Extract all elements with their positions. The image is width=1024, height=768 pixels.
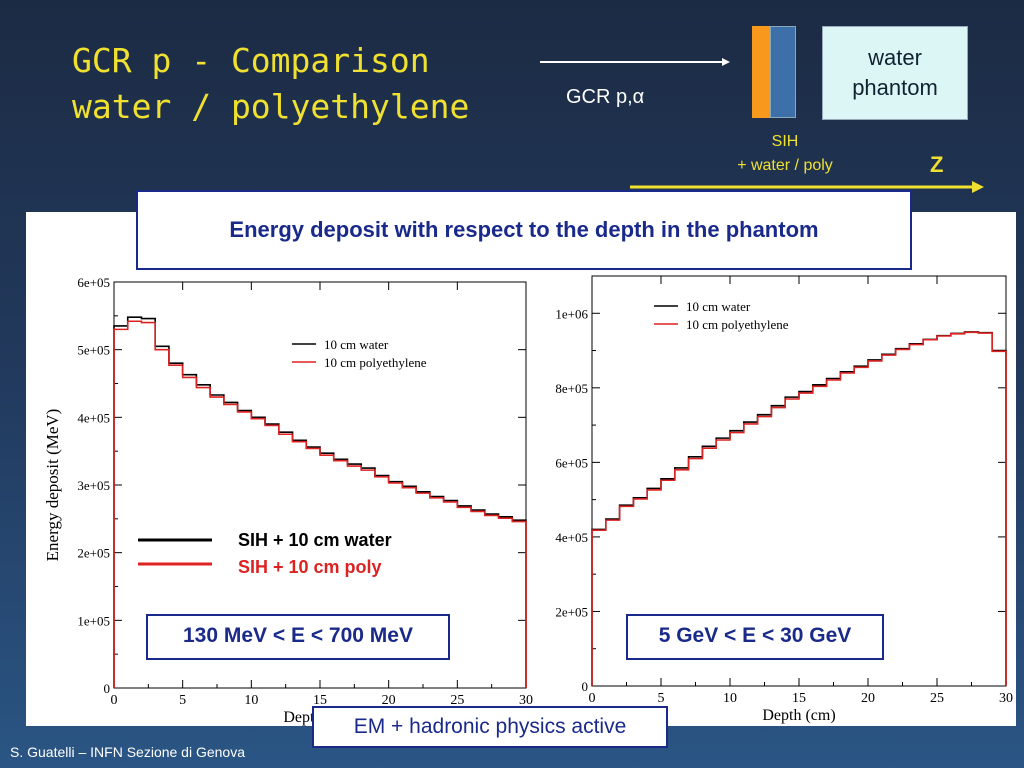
- z-arrow-icon: [630, 181, 984, 193]
- y-tick-label: 8e+05: [555, 381, 588, 396]
- y-axis-label: Energy deposit (MeV): [43, 409, 62, 562]
- x-tick-label: 15: [792, 691, 806, 706]
- physics-note: EM + hadronic physics active: [312, 706, 668, 748]
- beam-label: GCR p,α: [566, 86, 645, 108]
- y-tick-label: 5e+05: [77, 343, 110, 358]
- legend-label: 10 cm polyethylene: [324, 355, 427, 370]
- series-line-poly: [591, 331, 1007, 686]
- x-tick-label: 30: [999, 691, 1013, 706]
- y-tick-label: 4e+05: [77, 410, 110, 425]
- sih-label-line1: SIH: [771, 133, 799, 150]
- water-phantom-line2: phantom: [852, 75, 938, 100]
- water-phantom-line1: water: [868, 45, 922, 70]
- legend-label: 10 cm water: [324, 337, 389, 352]
- y-tick-label: 4e+05: [555, 530, 588, 545]
- slide-title-line2: water / polyethylene: [72, 87, 470, 126]
- y-tick-label: 6e+05: [555, 455, 588, 470]
- beam-arrow-icon: [540, 58, 730, 66]
- z-axis-label: Z: [930, 152, 944, 177]
- y-tick-label: 0: [582, 679, 589, 694]
- sih-layer-orange: [752, 26, 770, 118]
- x-tick-label: 25: [930, 691, 944, 706]
- x-tick-label: 15: [313, 693, 327, 708]
- x-tick-label: 25: [450, 693, 464, 708]
- y-tick-label: 1e+05: [77, 613, 110, 628]
- banner: Energy deposit with respect to the depth…: [136, 190, 912, 270]
- x-axis-label: Depth (cm): [762, 707, 835, 724]
- y-tick-label: 6e+05: [77, 275, 110, 290]
- sih-layer-blue: [770, 26, 796, 118]
- x-tick-label: 5: [658, 691, 665, 706]
- overlay-legend-poly: SIH + 10 cm poly: [238, 557, 382, 577]
- y-tick-label: 3e+05: [77, 478, 110, 493]
- sih-label: SIH + water / poly: [720, 130, 850, 178]
- range-right-box: 5 GeV < E < 30 GeV: [626, 614, 884, 660]
- x-tick-label: 20: [861, 691, 875, 706]
- x-tick-label: 10: [723, 691, 737, 706]
- x-tick-label: 5: [179, 693, 186, 708]
- slide-title: GCR p - Comparison water / polyethylene: [72, 38, 469, 130]
- legend-label: 10 cm polyethylene: [686, 317, 789, 332]
- range-left-box: 130 MeV < E < 700 MeV: [146, 614, 450, 660]
- y-tick-label: 0: [104, 681, 111, 696]
- series-line-poly: [113, 320, 527, 688]
- y-tick-label: 1e+06: [555, 306, 588, 321]
- x-tick-label: 10: [244, 693, 258, 708]
- legend-label: 10 cm water: [686, 299, 751, 314]
- footer: S. Guatelli – INFN Sezione di Genova: [10, 744, 246, 760]
- water-phantom-box: water phantom: [822, 26, 968, 120]
- x-tick-label: 0: [111, 693, 118, 708]
- x-tick-label: 30: [519, 693, 533, 708]
- y-tick-label: 2e+05: [77, 546, 110, 561]
- overlay-legend-water: SIH + 10 cm water: [238, 530, 392, 550]
- overlay-legend-lines: [138, 538, 212, 566]
- y-tick-label: 2e+05: [555, 604, 588, 619]
- x-tick-label: 0: [589, 691, 596, 706]
- x-tick-label: 20: [382, 693, 396, 708]
- slide-title-line1: GCR p - Comparison: [72, 41, 430, 80]
- chart-right: 0 5 10 15 20 25 30 0 2e+05 4e+05 6e+05 8e+05 1e+06 De…: [555, 275, 1013, 724]
- sih-label-line2: + water / poly: [737, 157, 833, 174]
